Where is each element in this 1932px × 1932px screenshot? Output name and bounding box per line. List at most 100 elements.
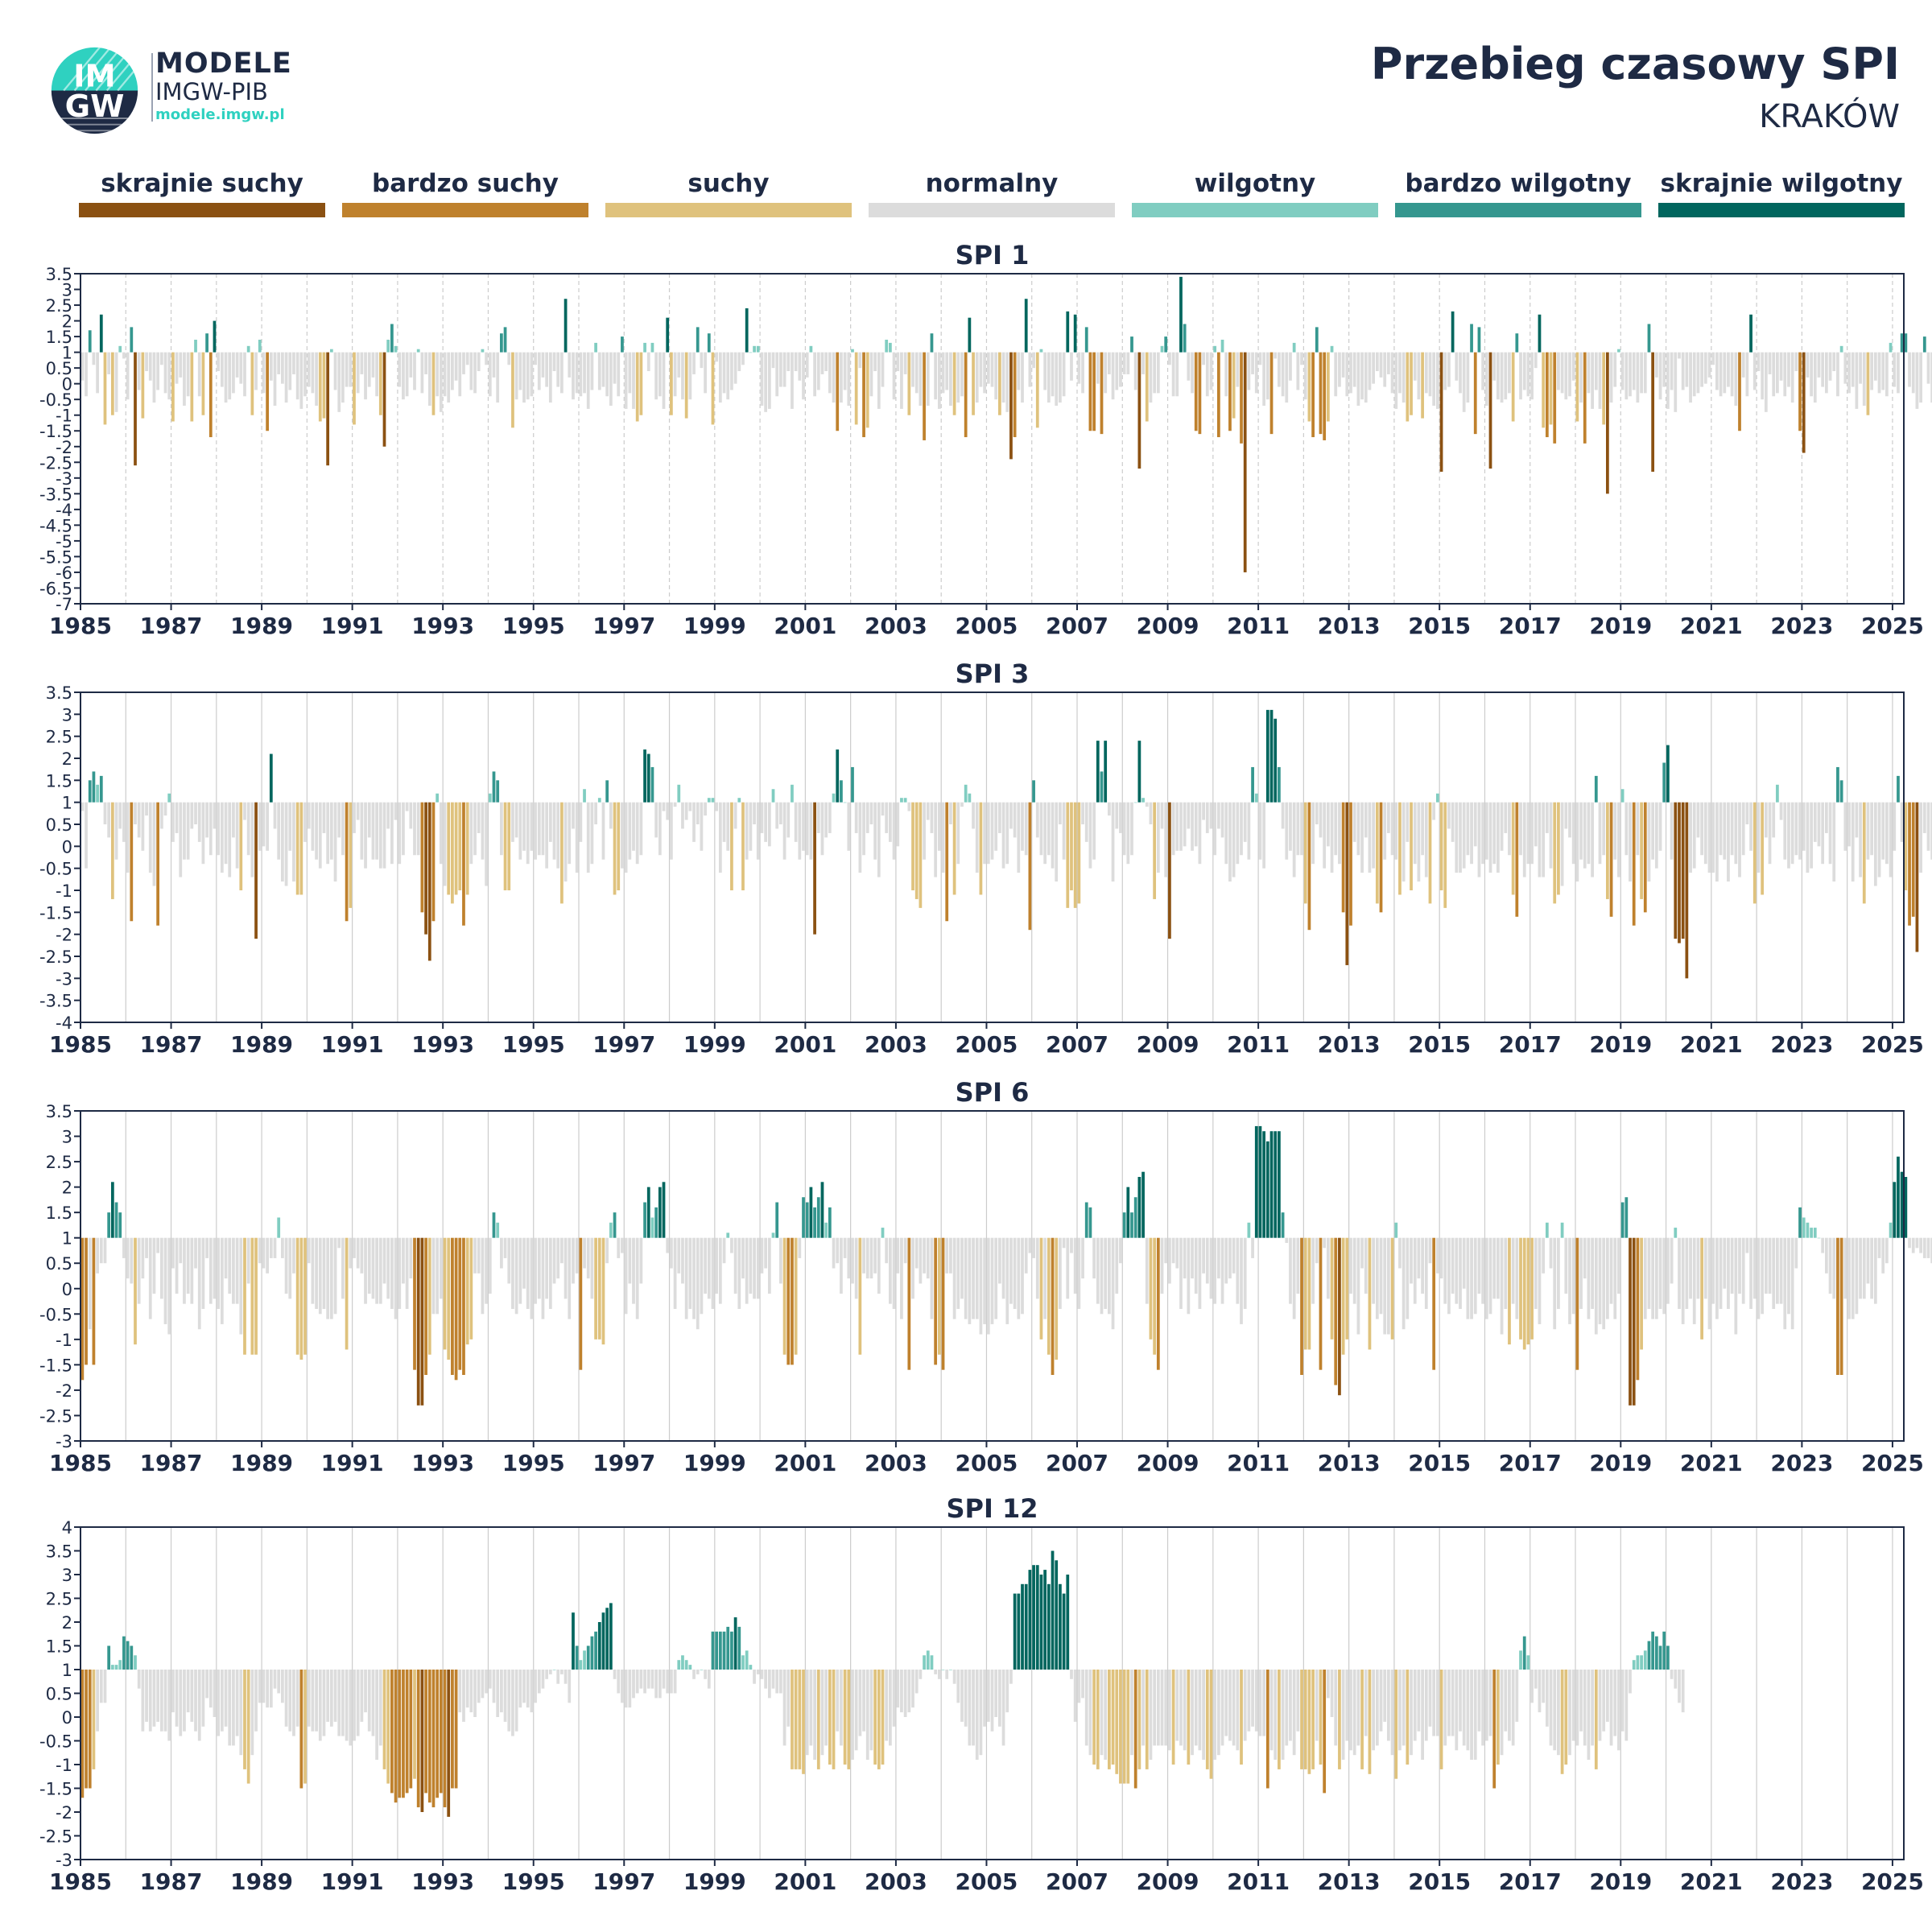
spi-bar (956, 802, 960, 865)
spi-bar (1779, 352, 1783, 381)
spi-bar (1224, 1237, 1228, 1284)
spi-bar (126, 352, 130, 400)
spi-bar (1175, 1670, 1179, 1741)
spi-bar (820, 802, 824, 856)
spi-bar (851, 1670, 854, 1761)
spi-bar (1859, 802, 1862, 877)
spi-bar (1602, 1237, 1606, 1330)
spi-bar (1798, 802, 1802, 860)
spi-bar (507, 1670, 511, 1732)
spi-bar (718, 1631, 722, 1670)
spi-bar (118, 1660, 122, 1670)
spi-bar (1024, 1237, 1028, 1274)
legend-label: skrajnie wilgotny (1660, 169, 1903, 198)
spi-bar (315, 802, 318, 860)
spi-bar (273, 1237, 277, 1258)
spi-bar (1198, 1670, 1202, 1751)
spi-bar (624, 1237, 628, 1315)
spi-bar (341, 802, 345, 856)
spi-bar (930, 333, 934, 353)
spi-bar (1613, 802, 1617, 860)
spi-bar (594, 1631, 597, 1670)
spi-bar (1187, 802, 1191, 829)
x-tick-label: 1987 (140, 1868, 203, 1895)
spi-bar (903, 798, 907, 803)
spi-bar (1406, 1237, 1410, 1319)
spi-bar (1534, 1670, 1538, 1689)
spi-bar (375, 1237, 378, 1304)
spi-bar (960, 1237, 964, 1299)
spi-bar (666, 802, 670, 820)
spi-bar (1466, 352, 1470, 403)
spi-bar (518, 1237, 522, 1304)
spi-bar (378, 1237, 382, 1304)
spi-bar (794, 1237, 798, 1355)
spi-bar (756, 1237, 760, 1299)
x-tick-label: 2005 (955, 1868, 1018, 1895)
spi-bar (696, 327, 700, 353)
spi-bar (1749, 314, 1752, 353)
x-tick-label: 2001 (774, 613, 836, 639)
spi-bar (1432, 1237, 1436, 1370)
spi-bar (1119, 802, 1122, 833)
spi-bar (1360, 802, 1364, 873)
spi-bar (1504, 1670, 1508, 1732)
spi-bar (1877, 352, 1881, 394)
spi-bar (409, 1237, 413, 1279)
spi-bar (1274, 1670, 1278, 1761)
spi-bar (443, 1237, 447, 1350)
plot-frame (80, 273, 1905, 605)
spi-bar (137, 802, 141, 838)
spi-bar (1564, 1237, 1568, 1294)
spi-bar (1481, 352, 1484, 390)
x-tick-label: 2021 (1680, 1031, 1743, 1058)
spi-bar (197, 802, 201, 842)
spi-bar (832, 1237, 836, 1269)
spi-bar (341, 1670, 345, 1736)
spi-bar (465, 802, 469, 895)
spi-bar (1066, 802, 1070, 908)
spi-bar (1851, 802, 1855, 882)
spi-bar (1160, 1237, 1164, 1294)
spi-bar (1451, 311, 1455, 353)
spi-bar (707, 798, 711, 803)
spi-bar (1017, 1237, 1021, 1319)
spi-bar (1228, 1670, 1232, 1741)
spi-bar (733, 352, 737, 384)
spi-bar (994, 352, 998, 400)
spi-bar (1345, 352, 1349, 397)
spi-bar (107, 352, 111, 374)
spi-bar (167, 352, 171, 400)
spi-bar (1855, 802, 1859, 838)
x-tick-label: 2007 (1046, 1031, 1108, 1058)
spi-bar (1640, 802, 1643, 899)
spi-bar (1522, 802, 1526, 877)
spi-bar (322, 1670, 326, 1736)
x-tick-label: 2013 (1318, 1031, 1381, 1058)
spi-bar (1232, 802, 1236, 877)
spi-bar (805, 1670, 809, 1756)
spi-bar (1413, 1670, 1417, 1741)
legend-swatch (869, 203, 1115, 217)
spi-bar (597, 1237, 601, 1340)
spi-bar (1092, 352, 1096, 431)
spi-bar (681, 352, 684, 400)
spi-bar (836, 352, 840, 431)
spi-bar (1824, 802, 1828, 833)
spi-bar (1194, 802, 1198, 847)
spi-bar (621, 802, 624, 869)
spi-bar (1224, 352, 1228, 397)
spi-bar (235, 1670, 239, 1736)
spi-bar (541, 1237, 545, 1319)
spi-bar (318, 802, 322, 869)
spi-bar (1187, 1670, 1191, 1765)
spi-bar (960, 802, 964, 807)
spi-bar (737, 798, 741, 803)
spi-bar (1443, 1670, 1447, 1746)
spi-bar (318, 1237, 322, 1315)
spi-bar (681, 1237, 684, 1284)
spi-bar (791, 1237, 794, 1365)
spi-bar (114, 802, 118, 860)
legend-label: bardzo wilgotny (1405, 169, 1632, 198)
y-tick-label: -0.5 (39, 1732, 72, 1752)
